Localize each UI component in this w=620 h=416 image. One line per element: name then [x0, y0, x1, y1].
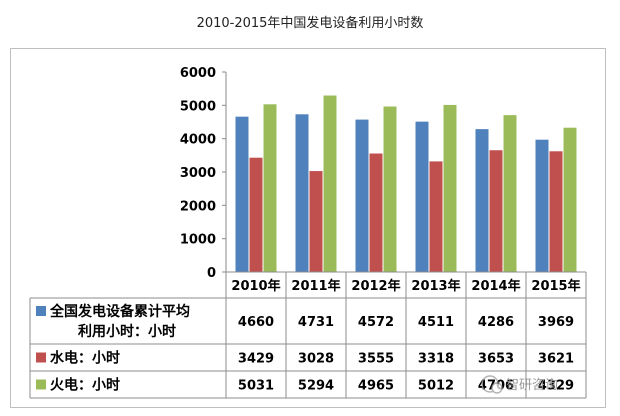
legend-key-series-2 — [36, 352, 46, 363]
table-value: 3555 — [358, 352, 394, 367]
bar-3-2010年 — [263, 104, 277, 272]
bar-1-2010年 — [235, 116, 249, 273]
y-tick-label: 0 — [207, 266, 216, 281]
chart-title: 2010-2015年中国发电设备利用小时数 — [196, 16, 424, 31]
bar-2-2011年 — [309, 171, 323, 272]
x-category-label: 2014年 — [471, 278, 520, 294]
watermark-text: 智研咨询 — [506, 378, 558, 393]
y-tick-label: 3000 — [180, 166, 216, 181]
table-value: 5031 — [238, 379, 274, 394]
legend-label-series-1: 利用小时：小时 — [78, 323, 176, 340]
x-category-label: 2012年 — [351, 278, 400, 294]
legend-label-series-3: 火电：小时 — [50, 377, 120, 394]
bar-1-2014年 — [475, 129, 489, 272]
table-value: 4965 — [358, 379, 394, 394]
legend-label-series-1: 全国发电设备累计平均 — [49, 303, 190, 320]
bar-2-2013年 — [429, 161, 443, 272]
bar-2-2010年 — [249, 157, 263, 272]
watermark-logo-icon — [481, 375, 503, 394]
table-value: 3621 — [538, 352, 574, 367]
table-value: 4660 — [238, 315, 274, 330]
bar-3-2014年 — [503, 115, 517, 272]
bar-3-2013年 — [443, 104, 457, 272]
bar-3-2015年 — [563, 127, 577, 272]
table-value: 4286 — [478, 315, 514, 330]
table-value: 3318 — [418, 352, 454, 367]
y-tick-label: 6000 — [180, 66, 216, 81]
table-value: 5012 — [418, 379, 454, 394]
x-category-label: 2010年 — [231, 278, 280, 294]
bar-2-2012年 — [369, 153, 383, 272]
table-value: 5294 — [298, 379, 334, 394]
table-value: 4731 — [298, 315, 334, 330]
table-value: 4572 — [358, 315, 394, 330]
table-value: 3429 — [238, 352, 274, 367]
x-category-label: 2015年 — [531, 278, 580, 294]
table-value: 3028 — [298, 352, 334, 367]
bar-3-2012年 — [383, 106, 397, 272]
y-tick-label: 2000 — [180, 199, 216, 214]
bar-1-2013年 — [415, 121, 429, 272]
bar-1-2011年 — [295, 114, 309, 272]
table-value: 3969 — [538, 315, 574, 330]
y-tick-label: 5000 — [180, 99, 216, 114]
table-value: 4329 — [538, 379, 574, 394]
table-value: 4511 — [418, 315, 454, 330]
bar-1-2015年 — [535, 139, 549, 272]
bar-3-2011年 — [323, 95, 337, 273]
legend-label-series-2: 水电：小时 — [50, 350, 120, 367]
bar-1-2012年 — [355, 119, 369, 272]
y-tick-label: 1000 — [180, 233, 216, 248]
bar-2-2015年 — [549, 151, 563, 272]
x-category-label: 2013年 — [411, 278, 460, 294]
y-tick-label: 4000 — [180, 133, 216, 148]
table-value: 3653 — [478, 352, 514, 367]
legend-key-series-3 — [36, 379, 46, 390]
legend-key-series-1 — [36, 306, 46, 316]
bar-2-2014年 — [489, 150, 503, 272]
x-category-label: 2011年 — [291, 278, 340, 294]
